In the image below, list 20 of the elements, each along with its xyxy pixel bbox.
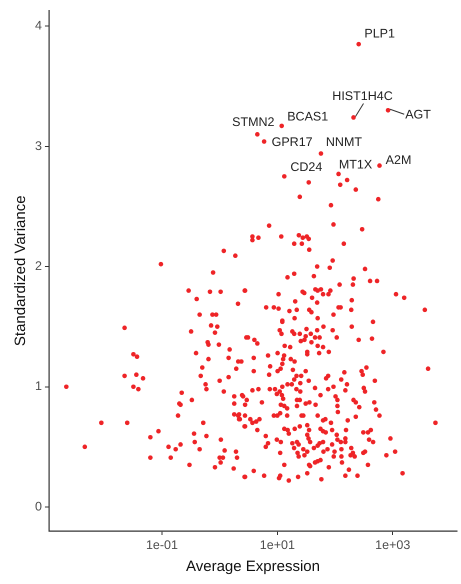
- y-tick-label: 2: [35, 258, 42, 273]
- annotation: A2M: [386, 153, 412, 168]
- annotation: BCAS1: [287, 109, 328, 124]
- annotation: MT1X: [338, 157, 373, 172]
- y-tick-label: 1: [35, 379, 42, 394]
- annotation: CD24: [290, 160, 322, 174]
- annotation: PLP1: [364, 26, 396, 41]
- y-tick-label: 0: [35, 499, 42, 514]
- y-tick-label: 3: [35, 138, 42, 153]
- annotation: STMN2: [232, 114, 275, 129]
- annotation: AGT: [405, 108, 432, 122]
- x-tick-label: 1e+01: [260, 538, 295, 552]
- x-tick-label: 1e+03: [375, 538, 410, 552]
- y-tick-label: 4: [35, 18, 42, 33]
- y-axis-title: Standardized Variance: [12, 195, 30, 346]
- annotation: GPR17: [272, 134, 313, 149]
- x-tick-label: 1e-01: [146, 538, 178, 552]
- annotation: NNMT: [326, 135, 362, 149]
- x-axis-title: Average Expression: [186, 558, 320, 576]
- annotation: HIST1H4C: [332, 88, 393, 103]
